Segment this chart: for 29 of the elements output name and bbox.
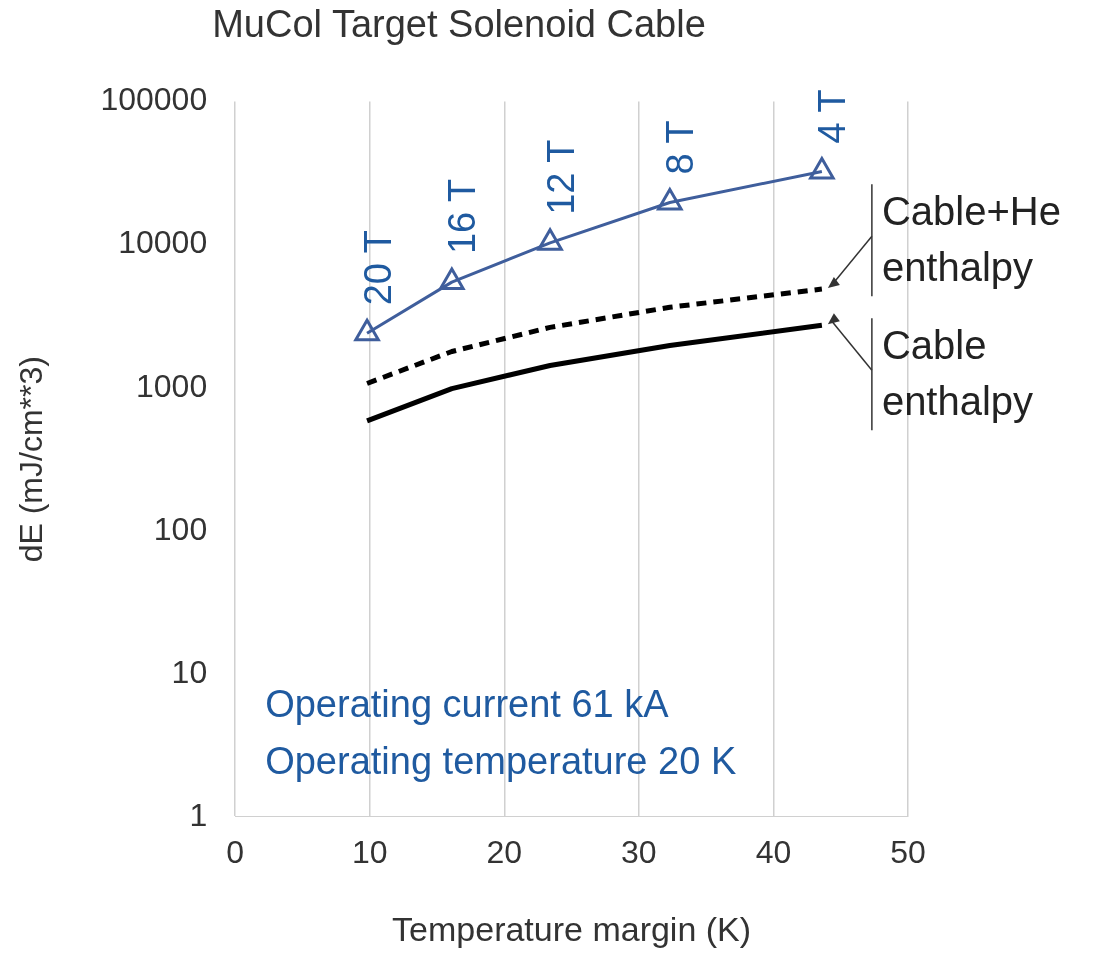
point <box>354 318 380 342</box>
point <box>657 188 683 211</box>
y-tick-label: 1 <box>189 796 208 833</box>
y-tick-label: 100000 <box>100 81 208 118</box>
point <box>439 267 465 291</box>
series-label: Cable+He enthalpy <box>881 189 1061 290</box>
y-tick-label: 10 <box>171 653 208 690</box>
point <box>809 156 835 180</box>
x-tick-label: 30 <box>621 833 657 870</box>
y-tick-label: 100 <box>153 510 208 547</box>
annotation: 16 T <box>441 178 484 255</box>
y-axis-title: dE (mJ/cm**3) <box>13 356 50 563</box>
annotation: 12 T <box>539 139 582 215</box>
x-tick-label: 10 <box>351 833 388 870</box>
x-axis-title: Temperature margin (K) <box>392 909 752 948</box>
point <box>537 228 563 251</box>
y-tick-label: 1000 <box>135 367 208 404</box>
x-tick-label: 50 <box>890 833 926 870</box>
annotation: Operating temperature 20 K <box>265 739 737 782</box>
series-label: Cable enthalpy <box>881 323 1034 424</box>
x-tick-label: 0 <box>226 833 245 870</box>
y-tick-label: 10000 <box>118 224 208 261</box>
annotation: 20 T <box>356 229 399 306</box>
chart-title: MuCol Target Solenoid Cable <box>212 3 706 46</box>
annotation: 8 T <box>659 120 702 175</box>
annotation: 4 T <box>811 89 854 144</box>
x-tick-label: 20 <box>486 833 523 870</box>
x-tick-label: 40 <box>755 833 792 870</box>
annotation: Operating current 61 kA <box>265 682 670 725</box>
